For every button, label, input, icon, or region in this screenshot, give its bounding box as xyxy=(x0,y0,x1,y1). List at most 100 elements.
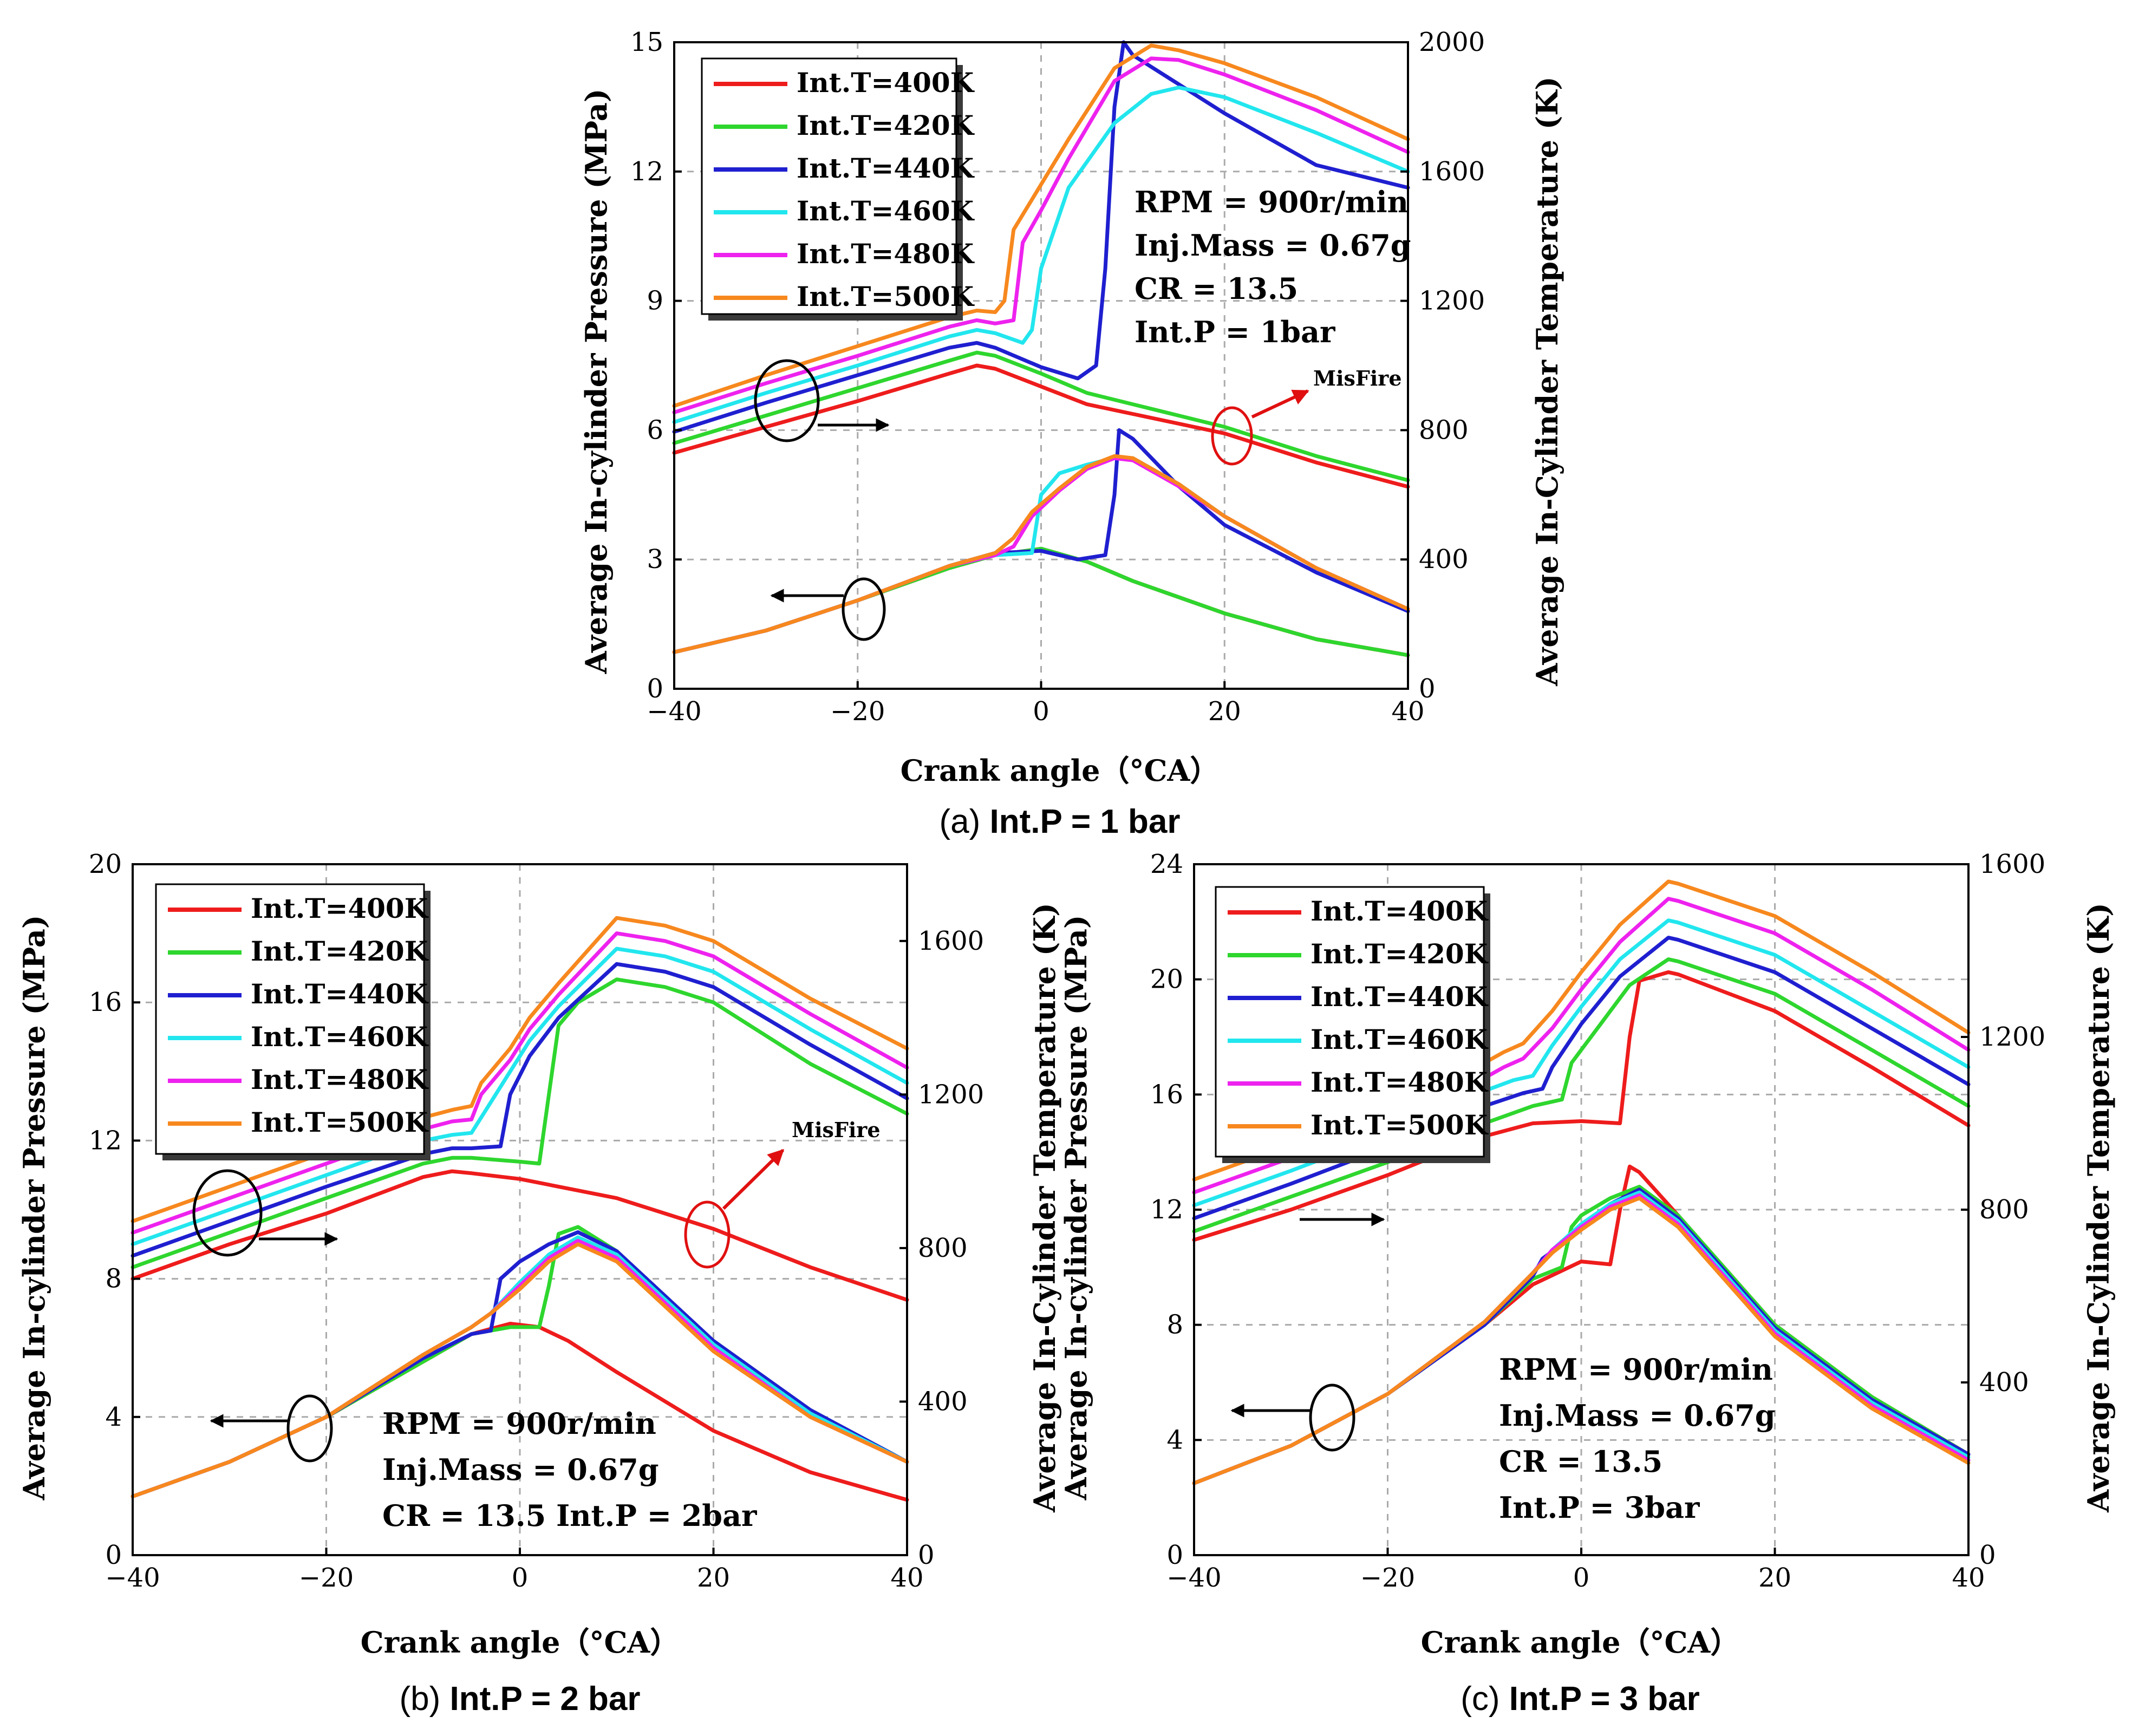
y-tick-label-left: 0 xyxy=(1166,1540,1183,1570)
panel-b: −40 −20 0 20 40 0 4 8 12 16 20 0 400 800 1200 1600 Cr… xyxy=(17,849,1062,1718)
legend-label-400K: Int.T=400K xyxy=(251,892,429,924)
x-tick-label: 0 xyxy=(512,1563,529,1593)
x-tick-label: 20 xyxy=(1758,1563,1791,1593)
y-tick-label-left: 20 xyxy=(1150,964,1183,995)
y-ticks-right-c: 0 400 800 1200 1600 xyxy=(1961,849,2045,1570)
y-tick-label-right: 0 xyxy=(1979,1540,1996,1570)
temperature-lines-b xyxy=(131,916,909,1302)
caption-prefix-c: (c) xyxy=(1461,1680,1509,1718)
legend-label-500K: Int.T=500K xyxy=(797,280,975,312)
x-ticks-c: −40 −20 0 20 40 xyxy=(1166,1548,1985,1593)
legend-label-440K: Int.T=440K xyxy=(797,152,975,184)
legend-label-500K: Int.T=500K xyxy=(1311,1109,1489,1141)
y-tick-label-left: 8 xyxy=(1166,1310,1183,1340)
legend-label-420K: Int.T=420K xyxy=(1311,938,1489,970)
pressure-line-500K xyxy=(1192,1196,1971,1485)
x-axis-label-a: Crank angle（°CA） xyxy=(901,753,1220,788)
pressure-group-ellipse-c xyxy=(1309,1383,1355,1452)
misfire-ellipse-b xyxy=(684,1200,731,1269)
caption-bold-c: Int.P = 3 bar xyxy=(1509,1680,1700,1718)
y-tick-label-right: 1200 xyxy=(1419,286,1485,316)
y-tick-label-left: 0 xyxy=(105,1540,122,1570)
annotation-line-c-1: Inj.Mass = 0.67g xyxy=(1499,1398,1776,1433)
annotation-line-b-1: Inj.Mass = 0.67g xyxy=(382,1452,659,1487)
y-tick-label-left: 20 xyxy=(89,849,122,879)
temperature-lines-a xyxy=(672,40,1410,489)
annotation-line-b-0: RPM = 900r/min xyxy=(382,1406,656,1441)
y-tick-label-left: 8 xyxy=(105,1264,122,1294)
legend-label-460K: Int.T=460K xyxy=(797,195,975,227)
y-tick-label-left: 4 xyxy=(1166,1425,1183,1455)
x-tick-label: 40 xyxy=(890,1563,923,1593)
legend-label-480K: Int.T=480K xyxy=(251,1063,429,1095)
y-tick-label-right: 400 xyxy=(918,1386,968,1417)
legend-label-440K: Int.T=440K xyxy=(1311,981,1489,1013)
y-tick-label-right: 400 xyxy=(1979,1367,2029,1398)
temperature-line-480K xyxy=(672,56,1410,415)
caption-bold-b: Int.P = 2 bar xyxy=(449,1680,640,1718)
y-tick-label-right: 1200 xyxy=(918,1079,984,1110)
y-tick-label-right: 800 xyxy=(918,1233,968,1263)
x-ticks-a: −40 −20 0 20 40 xyxy=(647,681,1425,727)
y-tick-label-left: 24 xyxy=(1150,849,1183,879)
y-axis-label-right-a: Average In-Cylinder Temperature (K) xyxy=(1530,76,1564,687)
y-tick-label-right: 1600 xyxy=(918,926,984,956)
x-tick-label: −20 xyxy=(299,1563,354,1593)
misfire-label-b: MisFire xyxy=(792,1118,881,1142)
y-axis-label-left-c: Average In-cylinder Pressure (MPa) xyxy=(1059,915,1093,1501)
annotation-line-c-0: RPM = 900r/min xyxy=(1499,1352,1773,1387)
temperature-line-460K xyxy=(672,86,1410,424)
x-tick-label: 20 xyxy=(697,1563,730,1593)
misfire-label-a: MisFire xyxy=(1313,366,1402,390)
legend-a: Int.T=400K Int.T=420K Int.T=440K Int.T=460K… xyxy=(701,57,975,321)
pressure-group-ellipse-b xyxy=(286,1394,333,1463)
misfire-arrow-b xyxy=(722,1148,785,1210)
y-axis-label-left-b: Average In-cylinder Pressure (MPa) xyxy=(17,915,51,1501)
pressure-line-500K xyxy=(672,454,1410,654)
y-ticks-left-a: 0 3 6 9 12 15 xyxy=(630,27,682,704)
y-tick-label-left: 15 xyxy=(630,27,663,57)
legend-label-420K: Int.T=420K xyxy=(251,935,429,967)
caption-prefix-a: (a) xyxy=(939,803,989,840)
legend-label-400K: Int.T=400K xyxy=(1311,895,1489,927)
legend-label-420K: Int.T=420K xyxy=(797,109,975,141)
pressure-group-ellipse-a xyxy=(842,577,886,641)
temperature-line-460K xyxy=(131,947,909,1246)
y-tick-label-right: 2000 xyxy=(1419,27,1485,57)
temperature-line-440K xyxy=(131,962,909,1258)
y-tick-label-right: 400 xyxy=(1419,544,1469,575)
annotation-line-c-3: Int.P = 3bar xyxy=(1499,1490,1700,1525)
legend-label-460K: Int.T=460K xyxy=(251,1021,429,1053)
x-tick-label: −20 xyxy=(830,696,885,727)
legend-label-440K: Int.T=440K xyxy=(251,978,429,1010)
y-tick-label-left: 4 xyxy=(105,1402,122,1432)
x-ticks-b: −40 −20 0 20 40 xyxy=(105,1548,924,1593)
y-axis-label-right-b: Average In-Cylinder Temperature (K) xyxy=(1027,903,1062,1513)
y-ticks-right-a: 0 400 800 1200 1600 2000 xyxy=(1400,27,1485,704)
y-axis-label-left-a: Average In-cylinder Pressure (MPa) xyxy=(579,89,614,675)
caption-b: (b) Int.P = 2 bar xyxy=(399,1680,640,1718)
grid-c xyxy=(1194,864,1968,1555)
caption-bold-a: Int.P = 1 bar xyxy=(989,803,1180,840)
y-tick-label-right: 1600 xyxy=(1419,156,1485,187)
legend-b: Int.T=400K Int.T=420K Int.T=440K Int.T=460K… xyxy=(155,883,431,1160)
y-tick-label-right: 0 xyxy=(1419,674,1436,704)
temp-group-ellipse-b xyxy=(192,1169,263,1257)
x-tick-label: −20 xyxy=(1360,1563,1415,1593)
annotation-line-a-3: Int.P = 1bar xyxy=(1135,315,1335,349)
y-tick-label-left: 0 xyxy=(647,674,663,704)
pressure-lines-c xyxy=(1192,1164,1971,1485)
misfire-arrow-a xyxy=(1251,389,1309,419)
legend-label-460K: Int.T=460K xyxy=(1311,1023,1489,1055)
annotation-line-a-1: Inj.Mass = 0.67g xyxy=(1135,228,1411,263)
y-tick-label-left: 12 xyxy=(630,156,663,187)
y-axis-label-right-c: Average In-Cylinder Temperature (K) xyxy=(2081,903,2116,1513)
temperature-line-500K xyxy=(672,43,1410,408)
legend-items-c: Int.T=400K Int.T=420K Int.T=440K Int.T=460K… xyxy=(1228,895,1489,1141)
x-tick-label: 0 xyxy=(1033,696,1049,727)
x-tick-label: −40 xyxy=(1166,1563,1221,1593)
x-tick-label: −40 xyxy=(105,1563,160,1593)
temperature-line-400K xyxy=(672,363,1410,489)
pressure-lines-a xyxy=(672,428,1410,657)
